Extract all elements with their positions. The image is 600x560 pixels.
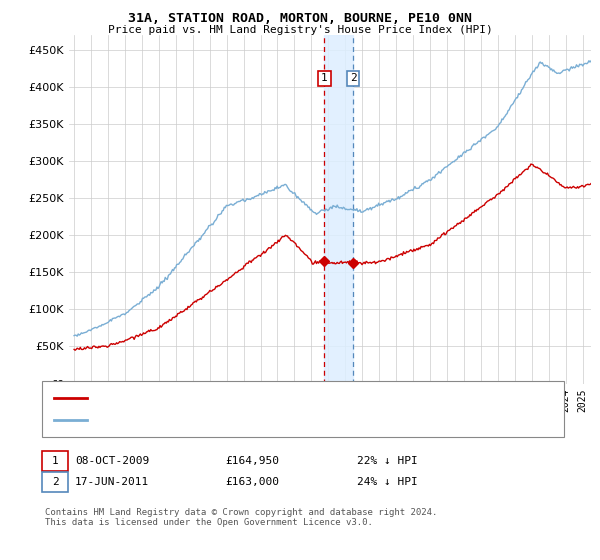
Text: 22% ↓ HPI: 22% ↓ HPI xyxy=(357,456,418,466)
Text: HPI: Average price, detached house, South Kesteven: HPI: Average price, detached house, Sout… xyxy=(93,415,393,425)
Text: Contains HM Land Registry data © Crown copyright and database right 2024.
This d: Contains HM Land Registry data © Crown c… xyxy=(45,508,437,528)
Text: 08-OCT-2009: 08-OCT-2009 xyxy=(75,456,149,466)
Text: 31A, STATION ROAD, MORTON, BOURNE, PE10 0NN: 31A, STATION ROAD, MORTON, BOURNE, PE10 … xyxy=(128,12,472,25)
Text: 2: 2 xyxy=(350,73,356,83)
Text: £163,000: £163,000 xyxy=(225,477,279,487)
Text: 31A, STATION ROAD, MORTON, BOURNE, PE10 0NN (detached house): 31A, STATION ROAD, MORTON, BOURNE, PE10 … xyxy=(93,393,453,403)
Text: 1: 1 xyxy=(321,73,328,83)
Text: Price paid vs. HM Land Registry's House Price Index (HPI): Price paid vs. HM Land Registry's House … xyxy=(107,25,493,35)
Text: £164,950: £164,950 xyxy=(225,456,279,466)
Text: 24% ↓ HPI: 24% ↓ HPI xyxy=(357,477,418,487)
Text: 17-JUN-2011: 17-JUN-2011 xyxy=(75,477,149,487)
Text: 2: 2 xyxy=(52,477,59,487)
Bar xyxy=(325,35,353,384)
Text: 1: 1 xyxy=(52,456,59,466)
